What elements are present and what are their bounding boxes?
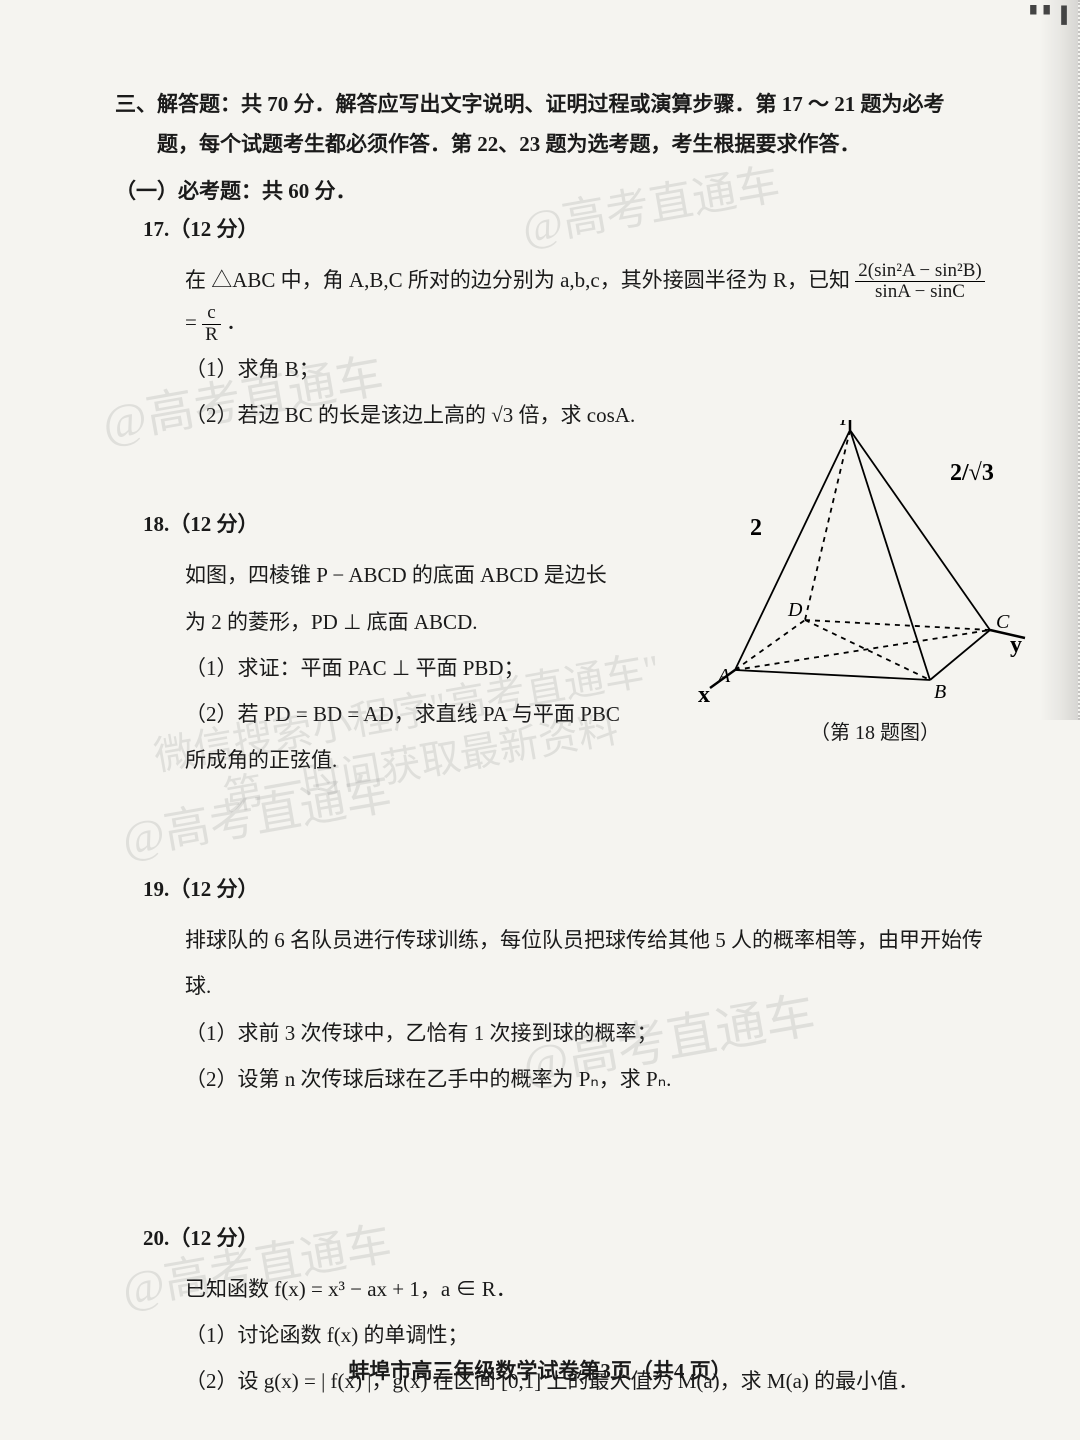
page-footer: 蚌埠市高三年级数学试卷第3页（共4 页） [0,1355,1080,1385]
figure-q18: P A B C D z y x 2 2/√3 （第 18 题图） [690,420,1030,740]
svg-text:2: 2 [750,515,762,541]
question-part: （1）求前 3 次传球中，乙恰有 1 次接到球的概率； [185,1010,985,1056]
fraction-1: 2(sin²A − sin²B) sinA − sinC [855,261,984,304]
section-header: 三、解答题：共 70 分．解答应写出文字说明、证明过程或演算步骤．第 17 ～ … [115,85,985,165]
svg-text:B: B [934,681,946,703]
question-part: （2）设第 n 次传球后球在乙手中的概率为 Pₙ，求 Pₙ. [185,1056,985,1102]
stem-text: 在 △ABC 中，角 A,B,C 所对的边分别为 a,b,c，其外接圆半径为 R… [185,268,850,292]
figure-label: （第 18 题图） [810,716,940,745]
exam-page: 三、解答题：共 70 分．解答应写出文字说明、证明过程或演算步骤．第 17 ～ … [0,0,1080,1440]
question-number: 17.（12 分） [143,213,985,243]
svg-text:C: C [996,611,1010,633]
frac-num: 2(sin²A − sin²B) [855,261,984,283]
section-subheader: （一）必考题：共 60 分． [115,175,985,205]
question-part: （1）讨论函数 f(x) 的单调性； [185,1312,985,1358]
question-17: 17.（12 分） 在 △ABC 中，角 A,B,C 所对的边分别为 a,b,c… [115,213,985,439]
question-number: 19.（12 分） [143,873,985,903]
question-stem: 已知函数 f(x) = x³ − ax + 1，a ∈ R． [185,1266,985,1312]
question-stem: 在 △ABC 中，角 A,B,C 所对的边分别为 a,b,c，其外接圆半径为 R… [185,257,985,304]
fraction-2: c R [202,303,221,346]
svg-text:P: P [839,420,852,430]
question-number: 20.（12 分） [143,1222,985,1252]
svg-text:z: z [865,420,876,424]
pyramid-diagram: P A B C D z y x 2 2/√3 [690,420,1030,720]
frac-den: R [202,325,221,346]
frac-den: sinA − sinC [855,282,984,303]
frac-num: c [202,303,221,325]
svg-text:D: D [787,599,803,621]
question-part: （1）求角 B； [185,346,985,392]
svg-text:2/√3: 2/√3 [950,460,994,486]
tail: ． [226,310,247,334]
svg-text:x: x [698,682,710,708]
eq-sign: = [185,310,202,334]
question-19: 19.（12 分） 排球队的 6 名队员进行传球训练，每位队员把球传给其他 5 … [115,873,985,1102]
svg-text:y: y [1010,632,1022,658]
svg-text:A: A [716,665,731,687]
question-stem-line2: = c R ． [185,299,985,346]
question-stem: 排球队的 6 名队员进行传球训练，每位队员把球传给其他 5 人的概率相等，由甲开… [185,917,985,1009]
